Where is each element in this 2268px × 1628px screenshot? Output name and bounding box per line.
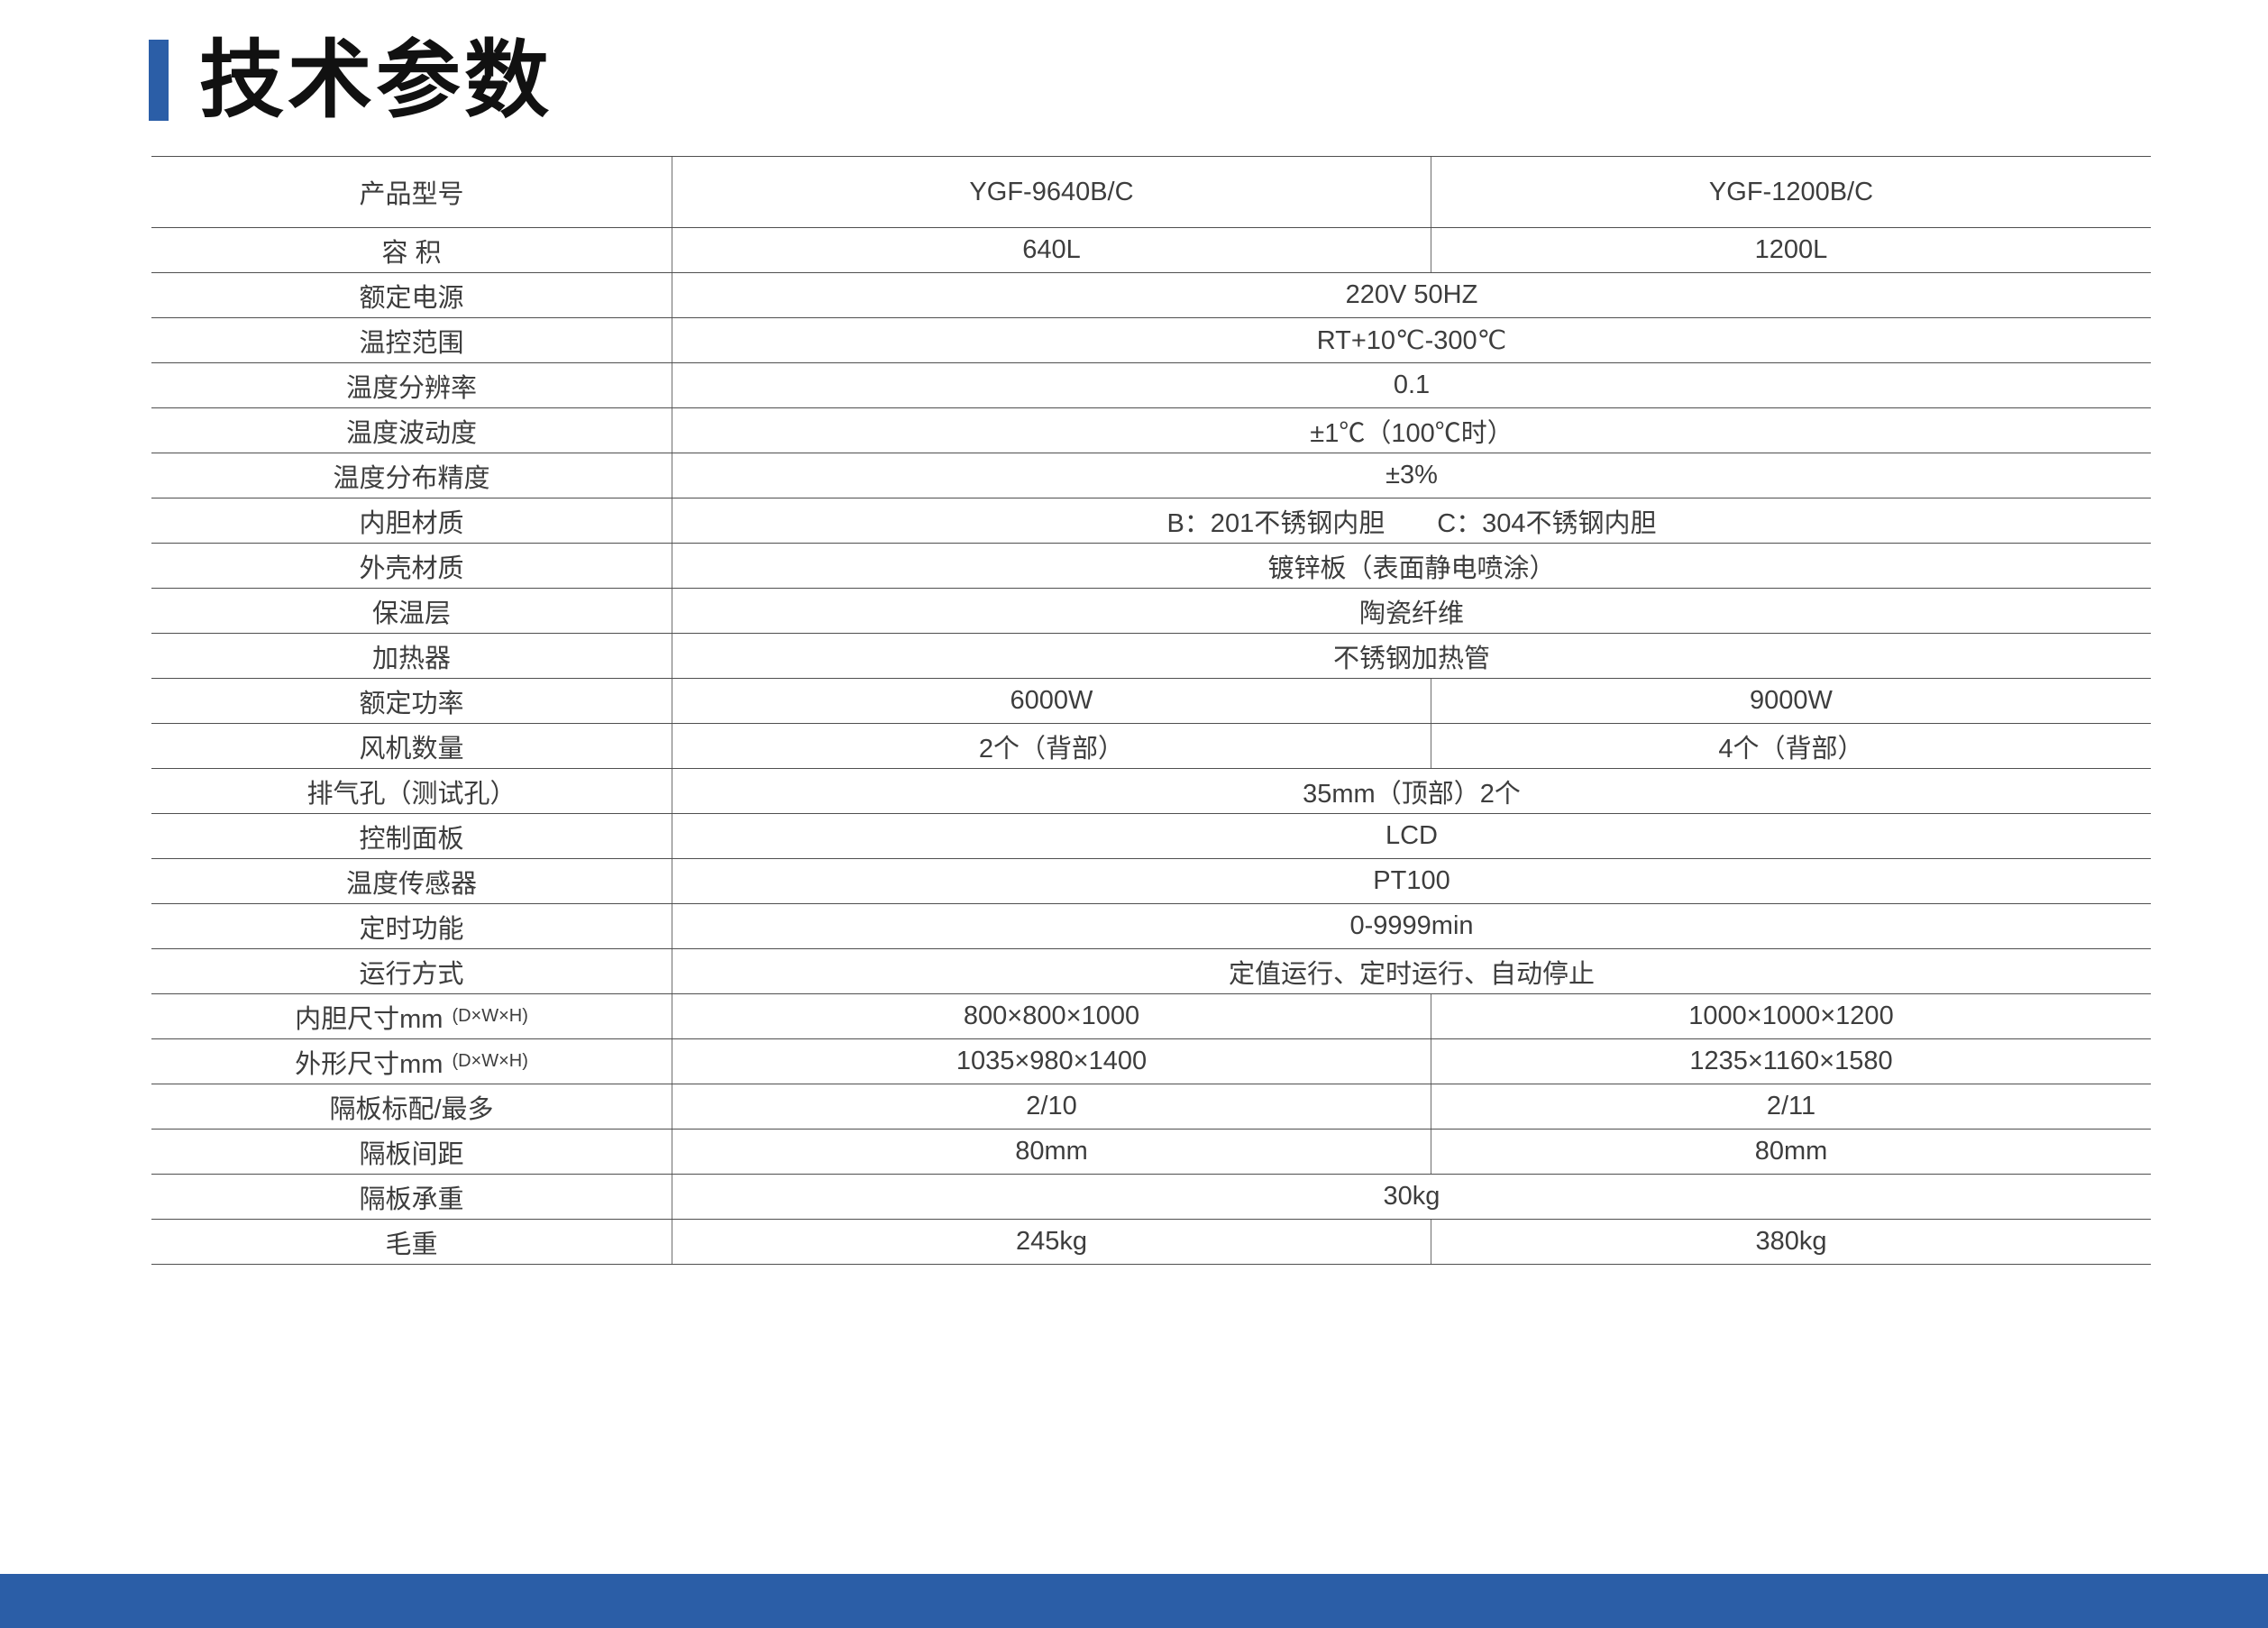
spec-value-merged: 35mm（顶部）2个 xyxy=(672,769,2151,813)
spec-value-merged: 陶瓷纤维 xyxy=(672,589,2151,633)
spec-value-merged: PT100 xyxy=(672,859,2151,903)
table-row: 隔板标配/最多 2/10 2/11 xyxy=(151,1084,2151,1130)
spec-label: 容 积 xyxy=(381,238,442,268)
spec-value-col1: YGF-9640B/C xyxy=(672,157,1431,227)
spec-value-col2: 80mm xyxy=(1431,1130,2151,1174)
table-row: 定时功能 0-9999min xyxy=(151,904,2151,949)
spec-label: 温控范围 xyxy=(359,328,464,358)
spec-value-col2: 380kg xyxy=(1431,1220,2151,1264)
spec-label: 内胆尺寸mm (D×W×H) xyxy=(295,1004,528,1034)
spec-value-col1: 2/10 xyxy=(672,1084,1431,1129)
spec-label: 风机数量 xyxy=(359,734,464,764)
table-row: 排气孔（测试孔） 35mm（顶部）2个 xyxy=(151,769,2151,814)
spec-value-col2: 1000×1000×1200 xyxy=(1431,994,2151,1038)
spec-value-merged: ±3% xyxy=(672,453,2151,498)
spec-label: 产品型号 xyxy=(359,180,464,209)
spec-label-note: (D×W×H) xyxy=(452,1051,528,1071)
spec-value-col1: 800×800×1000 xyxy=(672,994,1431,1038)
spec-value-merged: LCD xyxy=(672,814,2151,858)
spec-label: 加热器 xyxy=(371,644,451,673)
spec-table: 产品型号 YGF-9640B/C YGF-1200B/C 容 积 640L 1200L 额定… xyxy=(151,156,2151,1265)
spec-value-col2: 1200L xyxy=(1431,228,2151,272)
table-row: 保温层 陶瓷纤维 xyxy=(151,589,2151,634)
spec-value-col2: 4个（背部） xyxy=(1431,724,2151,768)
spec-value-col2: 1235×1160×1580 xyxy=(1431,1039,2151,1084)
table-row: 温度分辨率 0.1 xyxy=(151,363,2151,408)
title-accent-bar xyxy=(149,40,169,121)
spec-value-merged: 0.1 xyxy=(672,363,2151,407)
table-row: 额定功率 6000W 9000W xyxy=(151,679,2151,724)
table-row: 加热器 不锈钢加热管 xyxy=(151,634,2151,679)
spec-value-merged: 不锈钢加热管 xyxy=(672,634,2151,678)
table-row: 内胆尺寸mm (D×W×H) 800×800×1000 1000×1000×1200 xyxy=(151,994,2151,1039)
spec-label: 隔板承重 xyxy=(359,1184,464,1214)
spec-label: 隔板间距 xyxy=(359,1139,464,1169)
spec-label: 温度分布精度 xyxy=(333,463,490,493)
table-row: 内胆材质 B：201不锈钢内胆 C：304不锈钢内胆 xyxy=(151,498,2151,544)
spec-label: 运行方式 xyxy=(359,959,464,989)
table-row: 控制面板 LCD xyxy=(151,814,2151,859)
table-row: 产品型号 YGF-9640B/C YGF-1200B/C xyxy=(151,157,2151,228)
table-row: 温度传感器 PT100 xyxy=(151,859,2151,904)
table-row: 容 积 640L 1200L xyxy=(151,228,2151,273)
spec-value-merged: B：201不锈钢内胆 C：304不锈钢内胆 xyxy=(672,498,2151,543)
spec-label: 内胆材质 xyxy=(359,508,464,538)
spec-value-col1: 1035×980×1400 xyxy=(672,1039,1431,1084)
spec-value-col2: 2/11 xyxy=(1431,1084,2151,1129)
spec-value-col2: 9000W xyxy=(1431,679,2151,723)
spec-label: 额定电源 xyxy=(359,283,464,313)
spec-value-merged: 30kg xyxy=(672,1175,2151,1219)
spec-label: 温度分辨率 xyxy=(345,373,477,403)
table-row: 温度分布精度 ±3% xyxy=(151,453,2151,498)
spec-label: 排气孔（测试孔） xyxy=(306,779,517,809)
table-row: 运行方式 定值运行、定时运行、自动停止 xyxy=(151,949,2151,994)
spec-value-merged: 0-9999min xyxy=(672,904,2151,948)
page-title: 技术参数 xyxy=(199,32,553,127)
spec-value-col1: 245kg xyxy=(672,1220,1431,1264)
spec-value-merged: 镀锌板（表面静电喷涂） xyxy=(672,544,2151,588)
spec-label-note: (D×W×H) xyxy=(452,1006,528,1026)
table-row: 毛重 245kg 380kg xyxy=(151,1220,2151,1265)
table-row: 隔板承重 30kg xyxy=(151,1175,2151,1220)
table-row: 额定电源 220V 50HZ xyxy=(151,273,2151,318)
spec-label: 温度传感器 xyxy=(345,869,477,899)
footer-accent-bar xyxy=(0,1574,2268,1628)
spec-value-merged: ±1℃（100℃时） xyxy=(672,408,2151,453)
page-header: 技术参数 xyxy=(149,38,553,123)
spec-label: 温度波动度 xyxy=(345,418,477,448)
spec-label: 毛重 xyxy=(385,1230,438,1259)
spec-label: 保温层 xyxy=(371,599,451,628)
spec-value-col2: YGF-1200B/C xyxy=(1431,157,2151,227)
spec-label: 控制面板 xyxy=(359,824,464,854)
spec-value-merged: 220V 50HZ xyxy=(672,273,2151,317)
spec-value-col1: 2个（背部） xyxy=(672,724,1431,768)
spec-value-col1: 80mm xyxy=(672,1130,1431,1174)
spec-label: 隔板标配/最多 xyxy=(329,1094,494,1124)
table-row: 隔板间距 80mm 80mm xyxy=(151,1130,2151,1175)
table-row: 温控范围 RT+10℃-300℃ xyxy=(151,318,2151,363)
spec-label: 外壳材质 xyxy=(359,553,464,583)
spec-value-col1: 640L xyxy=(672,228,1431,272)
table-row: 外形尺寸mm (D×W×H) 1035×980×1400 1235×1160×1580 xyxy=(151,1039,2151,1084)
spec-value-merged: RT+10℃-300℃ xyxy=(672,318,2151,362)
spec-label: 外形尺寸mm (D×W×H) xyxy=(295,1049,528,1079)
table-row: 风机数量 2个（背部） 4个（背部） xyxy=(151,724,2151,769)
spec-value-col1: 6000W xyxy=(672,679,1431,723)
spec-label: 定时功能 xyxy=(359,914,464,944)
table-row: 温度波动度 ±1℃（100℃时） xyxy=(151,408,2151,453)
table-row: 外壳材质 镀锌板（表面静电喷涂） xyxy=(151,544,2151,589)
spec-value-merged: 定值运行、定时运行、自动停止 xyxy=(672,949,2151,993)
spec-label: 额定功率 xyxy=(359,689,464,718)
